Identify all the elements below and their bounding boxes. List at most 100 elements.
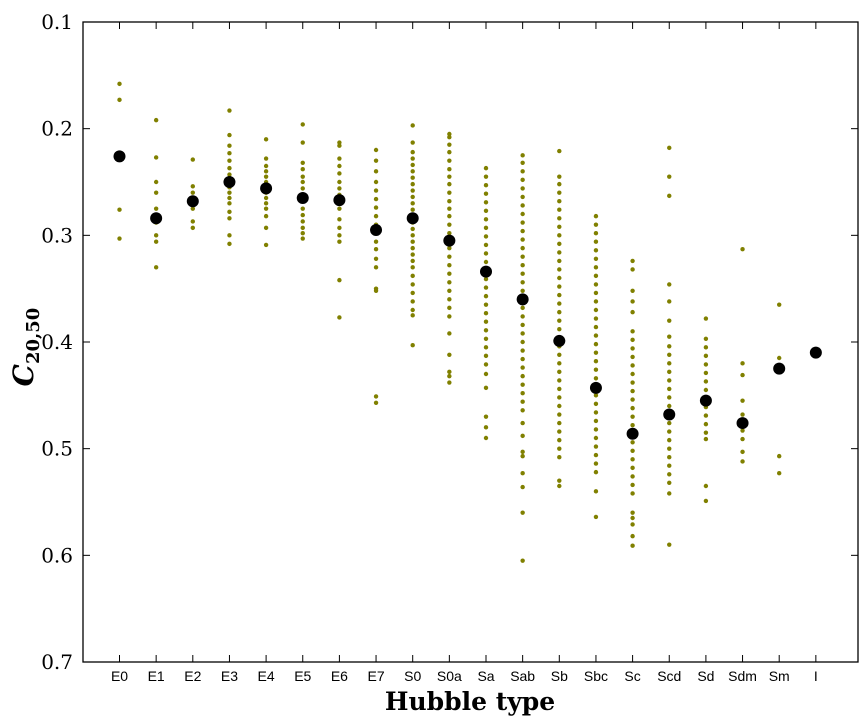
individual-point — [593, 427, 599, 432]
individual-point — [483, 234, 489, 239]
individual-point — [630, 380, 635, 385]
individual-point — [520, 331, 525, 336]
individual-point — [263, 225, 269, 231]
individual-point — [593, 469, 599, 475]
individual-point — [667, 403, 672, 409]
individual-point — [520, 373, 525, 379]
individual-point — [520, 433, 525, 439]
individual-point — [227, 151, 232, 156]
individual-point — [520, 391, 525, 396]
individual-point — [227, 132, 232, 138]
individual-point — [447, 288, 452, 293]
individual-point — [520, 305, 525, 311]
individual-point — [300, 206, 305, 211]
mean-point — [553, 334, 566, 347]
individual-point — [557, 395, 562, 400]
individual-point — [520, 169, 525, 174]
individual-point — [703, 345, 709, 350]
individual-point — [483, 414, 489, 419]
individual-point — [153, 190, 159, 195]
individual-point — [593, 359, 599, 364]
individual-point — [447, 135, 452, 140]
individual-point — [483, 200, 489, 205]
individual-point — [190, 225, 195, 231]
individual-point — [630, 388, 635, 394]
individual-point — [227, 216, 232, 221]
individual-point — [667, 369, 672, 375]
individual-point — [593, 256, 599, 261]
individual-point — [410, 175, 415, 180]
individual-point — [593, 444, 599, 449]
individual-point — [227, 241, 232, 247]
individual-point — [630, 482, 635, 488]
individual-point — [740, 361, 745, 366]
individual-point — [520, 510, 525, 515]
individual-point — [703, 421, 709, 427]
x-tick-label: Sd — [697, 668, 714, 684]
individual-point — [410, 156, 415, 161]
individual-point — [447, 314, 452, 319]
individual-point — [630, 423, 635, 428]
individual-point — [630, 474, 635, 479]
x-axis-label: Hubble type — [385, 687, 555, 716]
individual-point — [557, 318, 562, 323]
individual-point — [410, 290, 415, 296]
individual-point — [337, 143, 342, 148]
mean-point — [260, 182, 273, 195]
y-tick-label: 0.1 — [41, 10, 73, 34]
individual-point — [410, 140, 415, 145]
x-tick-label: E3 — [221, 668, 238, 684]
individual-point — [263, 242, 269, 248]
individual-point — [630, 329, 635, 334]
individual-point — [410, 265, 415, 270]
x-tick-label: I — [814, 668, 818, 684]
individual-point — [593, 333, 599, 338]
individual-point — [593, 410, 599, 415]
individual-point — [630, 491, 635, 496]
mean-point — [186, 195, 199, 208]
individual-point — [190, 157, 195, 162]
individual-point — [300, 236, 305, 241]
individual-point — [227, 158, 232, 163]
individual-point — [667, 446, 672, 451]
individual-point — [520, 254, 525, 259]
individual-point — [630, 371, 635, 377]
individual-point — [557, 403, 562, 409]
individual-point — [447, 190, 452, 195]
individual-point — [447, 158, 452, 163]
individual-point — [410, 343, 415, 348]
individual-point — [410, 307, 415, 313]
individual-point — [153, 117, 159, 123]
individual-point — [410, 207, 415, 212]
individual-point — [190, 219, 195, 224]
individual-point — [300, 140, 305, 145]
individual-point — [520, 280, 525, 285]
individual-point — [520, 237, 525, 242]
individual-point — [483, 425, 489, 430]
individual-point — [263, 169, 269, 174]
individual-point — [593, 452, 599, 458]
x-tick-label: Sa — [477, 668, 494, 684]
individual-point — [630, 363, 635, 368]
individual-point — [593, 299, 599, 304]
individual-point — [483, 362, 489, 367]
mean-point — [809, 346, 822, 359]
individual-point — [630, 457, 635, 462]
individual-point — [447, 167, 452, 172]
individual-point — [557, 241, 562, 247]
individual-point — [593, 376, 599, 381]
mean-point — [626, 427, 639, 440]
individual-point — [557, 429, 562, 434]
individual-point — [483, 217, 489, 222]
x-tick-label: Sbc — [584, 668, 608, 684]
individual-point — [777, 355, 782, 361]
individual-point — [447, 280, 452, 285]
individual-point — [337, 217, 342, 222]
individual-point — [337, 179, 342, 185]
individual-point — [337, 140, 342, 145]
individual-point — [557, 352, 562, 357]
y-axis-label-subscript: 20,50 — [23, 308, 44, 364]
individual-point — [630, 414, 635, 419]
mean-point — [516, 293, 529, 306]
